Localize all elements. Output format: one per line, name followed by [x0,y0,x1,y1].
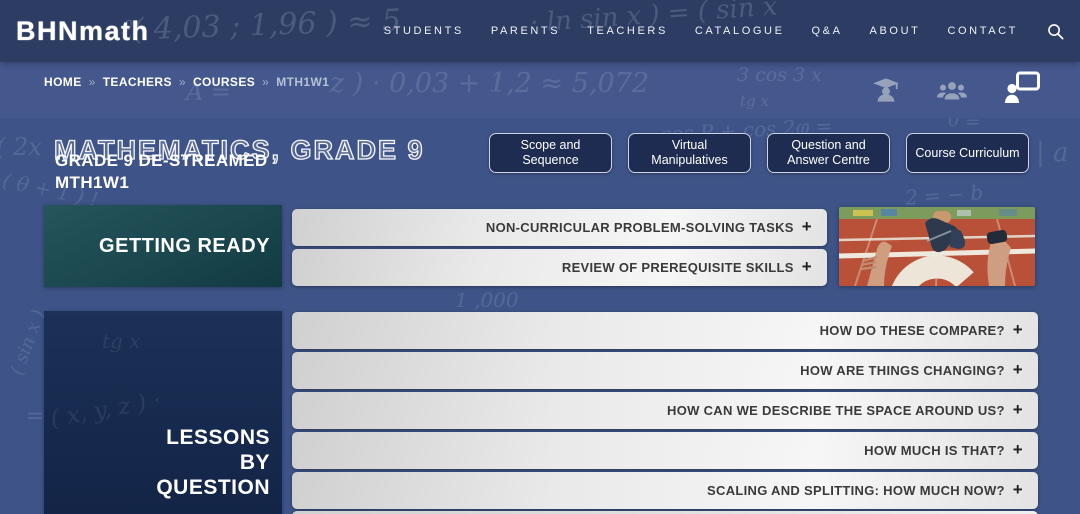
subtitle-line: GRADE 9 DE-STREAMED [55,151,268,170]
page-subtitle: GRADE 9 DE-STREAMED MTH1W1 [55,150,268,194]
background-formula: 3 cos 3 x [737,64,822,86]
graduate-icon[interactable] [872,76,900,104]
nav-item-teachers[interactable]: TEACHERS [587,25,668,37]
breadcrumb-courses[interactable]: COURSES [192,75,256,89]
plus-icon: + [1012,400,1023,419]
background-formula: tg x [740,92,769,110]
breadcrumb-separator: » [88,75,96,89]
background-formula: | a | [1036,138,1080,168]
runner-track-start-image [839,207,1035,286]
virtual-manipulatives-button[interactable]: Virtual Manipulatives [628,133,751,173]
section-label-getting-ready: GETTING READY [44,205,282,287]
accordion-label: HOW ARE THINGS CHANGING? [800,363,1005,378]
button-label: Question and Answer Centre [787,138,870,167]
button-label: Scope and Sequence [520,138,581,167]
teacher-board-icon[interactable] [1004,70,1042,104]
accordion-item-scaling-and-splitting[interactable]: SCALING AND SPLITTING: HOW MUCH NOW? + [292,472,1038,509]
top-navigation-bar: ℓ( 4,03 ; 1,96 ) ≈ 5 · ln sin x ) = ( si… [0,0,1080,62]
accordion-item-how-much-is-that[interactable]: HOW MUCH IS THAT? + [292,432,1038,469]
search-icon[interactable] [1047,23,1064,40]
accordion-label: NON-CURRICULAR PROBLEM-SOLVING TASKS [485,220,794,235]
group-icon[interactable] [936,80,968,104]
background-formula: = [26,404,45,429]
nav-item-students[interactable]: STUDENTS [383,25,464,37]
nav-item-parents[interactable]: PARENTS [490,25,561,37]
nav-item-contact[interactable]: CONTACT [947,25,1018,37]
main-menu: STUDENTS PARENTS TEACHERS CATALOGUE Q&A … [384,23,1064,40]
plus-icon: + [1012,440,1023,459]
audience-icons [872,70,1042,104]
breadcrumb-current-mth1w1: MTH1W1 [276,75,330,89]
accordion-label: HOW DO THESE COMPARE? [819,323,1005,338]
background-formula: ℓ( 4,03 ; 1,96 ) ≈ 5 [119,3,402,48]
question-answer-centre-button[interactable]: Question and Answer Centre [767,133,890,173]
plus-icon: + [1012,360,1023,379]
background-formula: z ) · 0,03 + 1,2 ≈ 5,072 [330,68,650,99]
site-logo[interactable]: BHNmath [16,15,150,46]
breadcrumb: HOME » TEACHERS » COURSES » MTH1W1 [44,75,329,89]
accordion-label: SCALING AND SPLITTING: HOW MUCH NOW? [707,483,1005,498]
plus-icon: + [801,217,812,236]
plus-icon: + [1012,480,1023,499]
breadcrumb-separator: » [178,75,186,89]
accordion-item-how-do-these-compare[interactable]: HOW DO THESE COMPARE? + [292,312,1038,349]
plus-icon: + [801,257,812,276]
page-title: MATHEMATICS, GRADE 9 [53,134,425,166]
background-formula: tg x [102,329,141,353]
background-formula: ( 2x [0,133,42,161]
section-label-text: GETTING READY [99,234,270,257]
course-curriculum-button[interactable]: Course Curriculum [906,133,1029,173]
plus-icon: + [1012,320,1023,339]
breadcrumb-band: z ) · 0,03 + 1,2 ≈ 5,072 3 cos 3 x tg x … [0,62,1080,118]
accordion-item-non-curricular-tasks[interactable]: NON-CURRICULAR PROBLEM-SOLVING TASKS + [292,209,827,246]
accordion-item-space-around-us[interactable]: HOW CAN WE DESCRIBE THE SPACE AROUND US?… [292,392,1038,429]
background-formula: 1 ,000 [455,288,519,312]
section-label-lessons-by-question: tg x ( x, y, z ) · LESSONS BY QUESTION [44,311,282,514]
scope-and-sequence-button[interactable]: Scope and Sequence [489,133,612,173]
accordion-label: REVIEW OF PREREQUISITE SKILLS [561,260,794,275]
nav-item-qa[interactable]: Q&A [811,25,843,37]
accordion-label: HOW MUCH IS THAT? [864,443,1005,458]
breadcrumb-teachers[interactable]: TEACHERS [102,75,172,89]
nav-item-about[interactable]: ABOUT [869,25,921,37]
lessons-by-question-items: HOW DO THESE COMPARE? + HOW ARE THINGS C… [292,312,1038,512]
accordion-item-partial[interactable] [292,511,1038,514]
breadcrumb-separator: » [262,75,270,89]
button-label: Virtual Manipulatives [651,138,728,167]
breadcrumb-home[interactable]: HOME [44,75,82,89]
section-label-text: LESSONS BY QUESTION [156,426,270,499]
getting-ready-items: NON-CURRICULAR PROBLEM-SOLVING TASKS + R… [292,209,827,289]
button-label: Course Curriculum [915,145,1020,160]
accordion-label: HOW CAN WE DESCRIBE THE SPACE AROUND US? [667,403,1005,418]
accordion-item-how-are-things-changing[interactable]: HOW ARE THINGS CHANGING? + [292,352,1038,389]
accordion-item-prerequisite-skills[interactable]: REVIEW OF PREREQUISITE SKILLS + [292,249,827,286]
quick-links: Scope and Sequence Virtual Manipulatives… [489,133,1029,173]
course-code: MTH1W1 [55,173,130,192]
nav-item-catalogue[interactable]: CATALOGUE [694,25,785,37]
background-formula: 2 = − b [904,180,984,210]
